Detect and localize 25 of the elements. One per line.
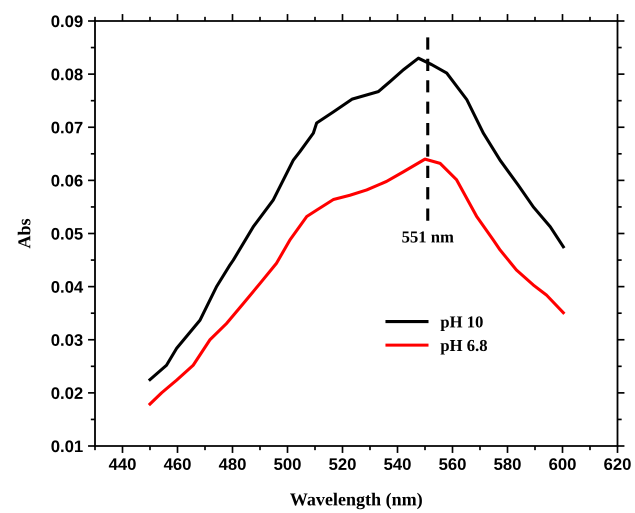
y-tick-label: 0.03 [51, 334, 83, 346]
y-tick-label: 0.01 [51, 440, 83, 452]
y-tick-label: 0.07 [51, 122, 82, 134]
line-series [148, 158, 565, 406]
x-tick-label: 460 [164, 458, 191, 470]
x-tick-label: 520 [329, 458, 356, 470]
y-tick-label: 0.09 [51, 15, 83, 28]
legend-label: pH 6.8 [440, 340, 487, 354]
y-axis-title: Abs [18, 218, 30, 248]
legend-label: pH 10 [440, 316, 483, 331]
x-tick-label: 620 [604, 458, 631, 470]
y-tick-label: 0.08 [51, 68, 83, 80]
x-tick-label: 540 [384, 458, 411, 470]
x-axis-title: Wavelength (nm) [290, 492, 422, 510]
ref-line-label: 551 nm [402, 231, 454, 243]
x-tick-label: 500 [274, 458, 301, 470]
y-tick-label: 0.04 [51, 281, 84, 293]
x-tick-label: 480 [218, 458, 246, 470]
y-tick-label: 0.06 [51, 174, 83, 187]
x-tick-label: 560 [439, 458, 466, 470]
x-tick-label: 440 [108, 458, 136, 470]
x-tick-label: 580 [494, 458, 521, 470]
y-tick-label: 0.02 [51, 387, 83, 400]
x-tick-label: 600 [549, 458, 576, 470]
y-tick-label: 0.05 [51, 228, 83, 240]
